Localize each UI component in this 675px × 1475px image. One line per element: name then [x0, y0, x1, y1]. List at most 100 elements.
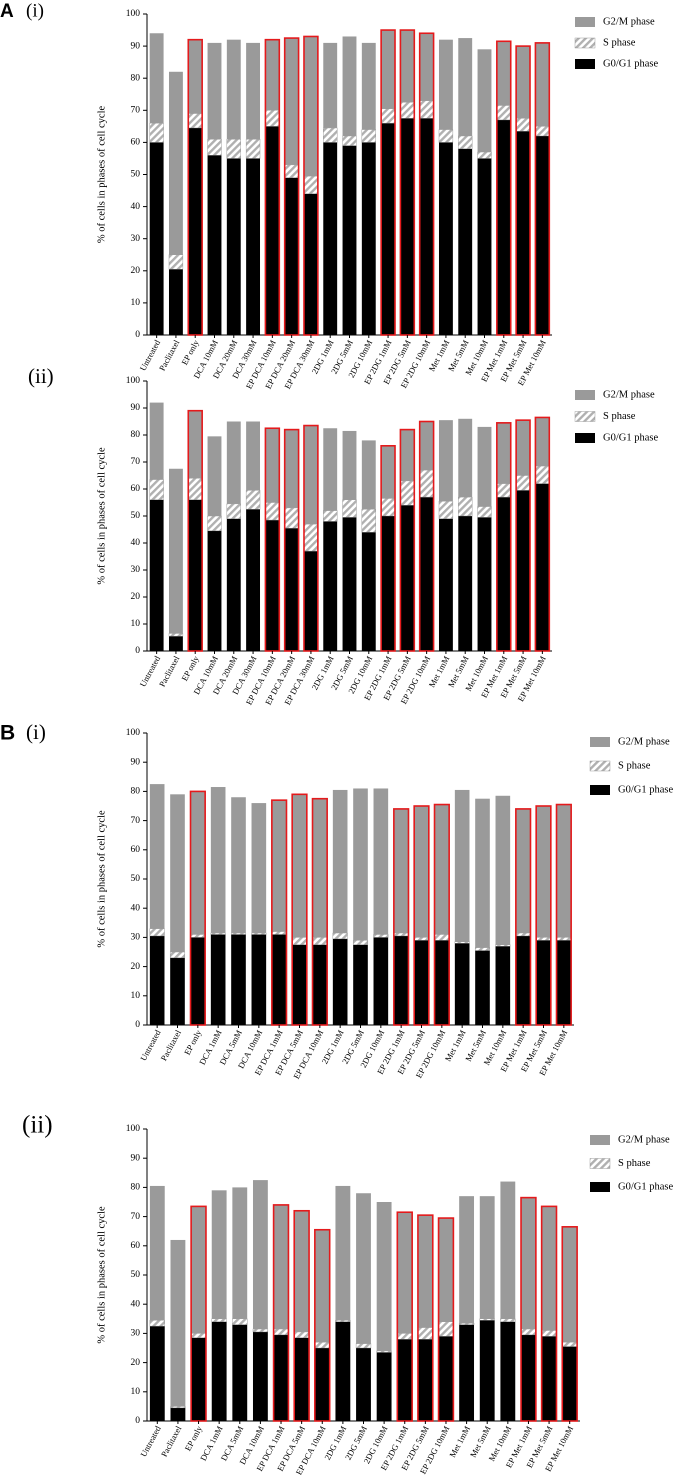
bar-segment: [376, 1352, 392, 1421]
legend-swatch: [589, 1158, 611, 1169]
bar-segment: [516, 420, 531, 476]
bar-segment: [419, 100, 434, 119]
legend-label: G2/M phase: [618, 1134, 670, 1145]
y-axis-label: % of cells in phases of cell cycle: [96, 1206, 107, 1344]
bar-segment: [246, 42, 261, 140]
bar-segment: [361, 142, 376, 335]
bar-segment: [419, 33, 434, 101]
bar-segment: [562, 1341, 578, 1347]
bar-segment: [211, 1318, 227, 1322]
y-tick-label: 60: [131, 138, 141, 148]
bar-segment: [535, 126, 550, 137]
panel-number: (ii): [22, 1112, 53, 1139]
bar-segment: [191, 1206, 206, 1334]
bar-segment: [251, 932, 267, 935]
bar-segment: [562, 1346, 578, 1421]
y-tick-label: 90: [131, 403, 141, 413]
bar-segment: [149, 499, 164, 651]
y-tick-label: 0: [135, 646, 140, 656]
y-tick-label: 20: [131, 962, 141, 972]
bar-segment: [332, 789, 348, 934]
bar-segment: [400, 30, 415, 103]
bar-segment: [190, 937, 206, 1025]
bar-segment: [342, 135, 357, 146]
y-tick-label: 20: [131, 1358, 141, 1368]
bar-segment: [459, 1196, 475, 1324]
bar-segment: [207, 515, 222, 532]
legend-label: G2/M phase: [603, 16, 655, 27]
legend-swatch: [590, 1135, 610, 1145]
bar-segment: [438, 1321, 454, 1337]
bar-segment: [393, 932, 409, 937]
panel-number: (ii): [28, 364, 54, 388]
bar-segment: [246, 509, 261, 651]
bar-segment: [291, 937, 308, 945]
bar-segment: [303, 36, 318, 177]
bar-segment: [454, 943, 470, 1025]
bar-segment: [252, 1328, 269, 1333]
legend-swatch: [590, 1182, 610, 1192]
bar-segment: [414, 940, 429, 1025]
bar-segment: [210, 787, 226, 934]
legend-label: S phase: [618, 1158, 651, 1169]
bar-segment: [515, 935, 531, 1025]
bar-segment: [556, 804, 572, 938]
bar-segment: [454, 789, 470, 942]
bar-segment: [373, 788, 389, 935]
bar-segment: [417, 1339, 433, 1421]
bar-segment: [149, 122, 164, 143]
bar-segment: [232, 1324, 248, 1421]
bar-segment: [170, 1239, 186, 1407]
bar-segment: [188, 478, 203, 501]
bar-segment: [149, 928, 165, 937]
bar-segment: [226, 421, 241, 504]
bar-segment: [335, 1321, 351, 1421]
bar-segment: [474, 947, 491, 951]
bar-segment: [294, 1210, 310, 1332]
bar-segment: [188, 39, 203, 114]
bar-segment: [454, 941, 470, 944]
bar-segment: [376, 1202, 392, 1351]
bar-segment: [303, 425, 318, 525]
bar-segment: [438, 39, 453, 130]
bar-segment: [292, 944, 307, 1025]
bar-segment: [284, 429, 299, 508]
bar-segment: [477, 49, 492, 153]
bar-segment: [562, 1226, 578, 1343]
bar-segment: [475, 950, 490, 1025]
bar-segment: [207, 42, 222, 140]
bar-segment: [294, 1337, 310, 1421]
panel-letter: A: [0, 1, 14, 22]
bar-segment: [535, 937, 552, 941]
bar-segment: [292, 794, 307, 938]
bar-segment: [438, 420, 453, 502]
bar-segment: [284, 177, 299, 335]
y-tick-label: 60: [131, 845, 141, 855]
bar-segment: [397, 1333, 413, 1340]
bar-segment: [335, 1185, 351, 1321]
bar-segment: [381, 30, 396, 109]
bar-segment: [246, 421, 261, 491]
bar-segment: [149, 1185, 165, 1321]
y-tick-label: 80: [131, 1183, 141, 1193]
bar-segment: [149, 33, 164, 124]
bar-segment: [149, 1320, 165, 1327]
bar-segment: [495, 795, 511, 945]
bar-segment: [342, 145, 357, 335]
bar-segment: [314, 1348, 330, 1421]
bar-segment: [352, 940, 369, 945]
bar-segment: [475, 798, 490, 948]
bar-segment: [226, 138, 241, 159]
bar-segment: [516, 46, 531, 119]
bar-segment: [271, 931, 287, 935]
bar-segment: [536, 940, 551, 1025]
bar-segment: [477, 426, 492, 507]
bar-segment: [303, 175, 319, 194]
bar-segment: [361, 129, 376, 143]
bar-segment: [312, 798, 328, 938]
bar-segment: [515, 932, 531, 937]
bar-segment: [170, 957, 185, 1025]
bar-segment: [323, 142, 338, 335]
bar-segment: [191, 1337, 206, 1421]
bar-segment: [251, 934, 267, 1025]
